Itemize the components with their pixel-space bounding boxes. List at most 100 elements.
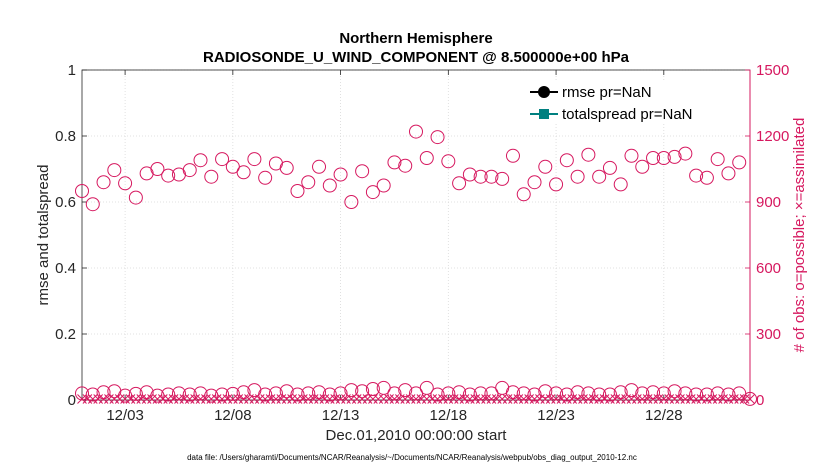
legend-spread-marker <box>539 109 549 119</box>
y-tick-label-left: 0.4 <box>55 260 76 277</box>
possible-obs-point <box>441 154 456 169</box>
y-tick-label-right: 1200 <box>756 128 789 145</box>
possible-obs-low-point <box>150 388 165 403</box>
y-axis-right: 0 300 600 900 1200 1500 <box>745 62 789 409</box>
x-tick-label: 12/13 <box>322 407 360 424</box>
assimilated-obs-point <box>217 394 227 404</box>
possible-obs-point <box>699 170 714 185</box>
x-tick-label: 12/23 <box>537 407 575 424</box>
assimilated-obs-point <box>691 394 701 404</box>
possible-obs-low-point <box>355 384 370 399</box>
possible-obs-point <box>204 169 219 184</box>
possible-obs-low-point <box>301 386 316 401</box>
possible-obs-low-point <box>635 386 650 401</box>
y-axis-right-label: # of obs: o=possible; ×=assimilated <box>791 118 808 353</box>
possible-obs-point <box>646 151 661 165</box>
assimilated-obs-point <box>599 394 610 404</box>
possible-obs-low-point <box>128 386 143 401</box>
possible-obs-low-point <box>667 384 682 399</box>
possible-obs-point <box>602 160 617 175</box>
possible-obs-point <box>635 159 650 174</box>
possible-obs-point <box>419 151 434 165</box>
assimilated-obs-point <box>535 394 545 404</box>
possible-obs-point <box>312 159 327 174</box>
possible-obs-point <box>559 153 574 168</box>
possible-obs-low-point <box>75 386 89 401</box>
possible-obs-series <box>75 124 747 212</box>
possible-obs-low-point <box>204 388 219 403</box>
possible-obs-point <box>193 153 208 168</box>
x-axis-label: Dec.01,2010 00:00:00 start <box>326 427 508 444</box>
possible-obs-point <box>549 177 564 192</box>
chart-title: Northern Hemisphere <box>339 30 492 47</box>
possible-obs-low-point <box>398 383 413 398</box>
x-tick-label: 12/18 <box>430 407 468 424</box>
assimilated-obs-point <box>605 394 615 404</box>
legend-box <box>522 80 744 124</box>
possible-obs-point <box>236 165 251 180</box>
assimilated-obs-point <box>98 394 109 404</box>
possible-obs-point <box>678 146 693 161</box>
assimilated-obs-point <box>615 394 626 404</box>
possible-obs-low-point <box>387 386 402 401</box>
possible-obs-low-point <box>743 391 757 406</box>
y-tick-label-left: 0 <box>68 392 76 409</box>
assimilated-obs-point <box>87 394 98 404</box>
assimilated-obs-point <box>508 394 518 404</box>
possible-obs-low-point <box>656 386 671 401</box>
possible-obs-low-point <box>225 386 240 401</box>
assimilated-obs-point <box>157 394 168 404</box>
assimilated-obs-point <box>292 394 303 404</box>
possible-obs-low-point <box>268 386 283 401</box>
possible-obs-point <box>279 160 294 175</box>
y-tick-label-right: 0 <box>756 392 764 409</box>
possible-obs-point <box>462 167 477 182</box>
assimilated-obs-point <box>346 394 357 404</box>
assimilated-obs-point <box>287 394 297 404</box>
y-tick-label-right: 300 <box>756 326 781 343</box>
possible-obs-low-point <box>365 382 380 396</box>
possible-obs-point <box>215 152 230 167</box>
possible-obs-point <box>96 175 111 190</box>
y-tick-label-left: 0.8 <box>55 128 76 145</box>
assimilated-obs-point <box>427 394 438 404</box>
x-tick-label: 12/08 <box>214 407 252 424</box>
legend-rmse-label: rmse pr=NaN <box>562 84 652 101</box>
possible-obs-point <box>75 184 89 198</box>
possible-obs-point <box>322 178 337 193</box>
possible-obs-low-point <box>581 386 596 401</box>
y-tick-label-left: 1 <box>68 62 76 79</box>
assimilated-obs-point <box>648 394 658 404</box>
possible-obs-point <box>473 169 488 184</box>
possible-obs-point <box>376 178 391 193</box>
possible-obs-point <box>710 152 725 167</box>
possible-obs-point <box>624 148 639 163</box>
possible-obs-low-point <box>473 386 488 401</box>
assimilated-obs-point <box>281 394 292 404</box>
assimilated-obs-point <box>626 394 637 404</box>
assimilated-obs-point <box>362 394 373 404</box>
assimilated-obs-point <box>378 394 389 404</box>
assimilated-obs-stroke <box>745 394 755 404</box>
possible-obs-low-point <box>538 384 553 399</box>
possible-obs-point <box>505 148 520 163</box>
chart-subtitle: RADIOSONDE_U_WIND_COMPONENT @ 8.500000e+… <box>203 49 630 66</box>
possible-obs-point <box>613 177 628 192</box>
possible-obs-point <box>128 190 143 205</box>
assimilated-obs-point <box>497 394 508 404</box>
assimilated-obs-point <box>421 394 432 404</box>
possible-obs-point <box>516 187 531 202</box>
assimilated-obs-point <box>594 394 605 404</box>
possible-obs-point <box>355 164 370 179</box>
possible-obs-point <box>344 195 359 209</box>
assimilated-obs-point <box>141 394 152 404</box>
possible-obs-low-point <box>441 386 456 401</box>
possible-obs-point <box>150 162 165 176</box>
possible-obs-point <box>592 169 607 184</box>
assimilated-obs-point <box>351 394 362 404</box>
assimilated-obs-point <box>211 394 222 404</box>
possible-obs-point <box>258 170 273 185</box>
assimilated-obs-point <box>669 394 680 404</box>
possible-obs-point <box>656 151 671 165</box>
